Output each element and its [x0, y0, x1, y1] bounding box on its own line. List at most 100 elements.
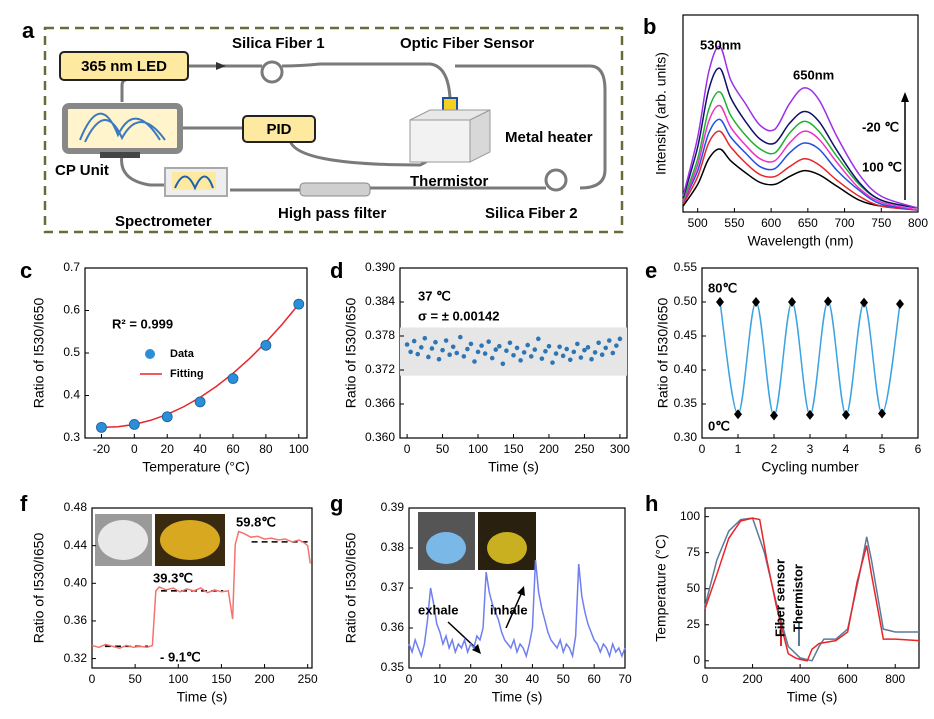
marker	[603, 345, 609, 351]
marker	[422, 335, 428, 341]
marker	[610, 350, 616, 356]
x-tick-label: 30	[495, 672, 509, 686]
marker	[518, 358, 523, 363]
annotation: 100 ℃	[862, 159, 902, 174]
y-tick-label: 0.36	[381, 620, 405, 634]
x-tick-label: 150	[503, 442, 523, 456]
band	[400, 327, 627, 376]
marker	[734, 409, 742, 420]
x-tick-label: 550	[724, 216, 744, 230]
marker	[429, 346, 435, 351]
panel-a: a 365 nm LED Silica Fiber 1 Optic Fiber …	[22, 18, 624, 234]
x-tick-label: 50	[436, 442, 450, 456]
marker	[599, 352, 605, 358]
marker	[564, 346, 570, 352]
y-tick-label: 0.38	[381, 540, 405, 554]
x-tick-label: 300	[610, 442, 630, 456]
y-tick-label: 0.3	[63, 430, 80, 444]
x-tick-label: 1	[735, 442, 742, 456]
stand	[100, 152, 140, 158]
annotation: - 9.1℃	[160, 649, 201, 664]
y-axis-label: Ratio of I530/I650	[31, 533, 47, 644]
y-tick-label: 0.55	[674, 260, 698, 274]
decor	[95, 92, 909, 654]
x-tick-label: 20	[464, 672, 478, 686]
legend-label: Fitting	[170, 368, 204, 380]
x-tick-label: 10	[433, 672, 447, 686]
panel-letter: f	[20, 491, 28, 516]
series-line	[704, 517, 920, 662]
chart: 500 550 600 650 700 750 800 Wavelength (nm) Inte…	[643, 14, 928, 249]
series-line	[704, 517, 919, 662]
x-tick-label: 100	[168, 672, 188, 686]
y-tick-label: 0.35	[674, 396, 698, 410]
marker	[194, 396, 206, 408]
label: Optic Fiber Sensor	[400, 35, 534, 52]
annotation: 80℃	[708, 280, 737, 295]
marker	[560, 353, 566, 359]
marker	[896, 299, 904, 310]
x-tick-label: 200	[743, 672, 763, 686]
panel-letter: a	[22, 18, 35, 43]
y-tick-label: 0.48	[64, 500, 88, 514]
x-tick-label: 250	[298, 672, 318, 686]
marker	[96, 421, 107, 433]
y-tick-label: 0.6	[63, 303, 80, 317]
x-tick-label: 4	[843, 442, 850, 456]
x-tick-label: 40	[526, 672, 540, 686]
chart: 0 10 20 30 40 50 60 70 0.35 0.36 0.37 0.38 0.39 Time …	[330, 491, 632, 705]
series-line	[682, 45, 919, 209]
chart: -20 0 20 40 60 80 100 0.3 0.4 0.5 0.6 0.7 Temperatur…	[20, 258, 309, 475]
marker	[788, 297, 796, 307]
x-tick-label: 40	[193, 442, 207, 456]
x-tick-label: 200	[539, 442, 559, 456]
panel-letter: e	[645, 258, 657, 283]
x-axis-label: Time (s)	[488, 459, 539, 475]
frame	[43, 26, 624, 234]
annotation: 650nm	[793, 67, 834, 82]
marker	[582, 347, 587, 353]
annotation: 0℃	[708, 418, 730, 433]
plot-frame	[682, 14, 919, 213]
marker	[486, 339, 491, 344]
arrow	[216, 62, 226, 70]
marker	[752, 297, 760, 307]
x-tick-label: 60	[587, 672, 601, 686]
x-axis-label: Cycling number	[761, 459, 859, 475]
label: Silica Fiber 2	[485, 205, 578, 222]
label: CP Unit	[55, 162, 109, 179]
y-axis-label: Intensity (arb. units)	[653, 52, 669, 175]
marker	[443, 338, 449, 343]
y-tick-label: 75	[687, 545, 701, 559]
x-tick-label: 650	[798, 216, 818, 230]
chart: 0 200 400 600 800 0 25 50 75 100 Time (s) Temperatu…	[645, 491, 920, 705]
y-tick-label: 0.35	[381, 660, 405, 674]
marker	[716, 297, 724, 307]
x-tick-label: 600	[761, 216, 781, 230]
marker	[878, 408, 886, 419]
x-tick-label: 0	[131, 442, 138, 456]
annotation: σ = ± 0.00142	[418, 308, 499, 323]
legend-marker	[145, 349, 155, 359]
x-tick-label: 0	[699, 442, 706, 456]
label: 365 nm LED	[81, 58, 167, 75]
chart: 0 50 100 150 200 250 300 0.360 0.366 0.372 0.378 0.…	[330, 258, 630, 475]
x-tick-label: 250	[574, 442, 594, 456]
marker	[550, 360, 555, 365]
marker	[536, 336, 541, 342]
marker	[468, 341, 474, 347]
label: Metal heater	[505, 129, 593, 146]
y-tick-label: 0.45	[674, 328, 698, 342]
photo-dish	[98, 520, 148, 560]
marker	[465, 346, 470, 352]
y-tick-label: 50	[687, 581, 701, 595]
marker	[472, 359, 477, 364]
plot-frame	[84, 267, 308, 439]
marker	[227, 373, 239, 384]
x-tick-label: 800	[908, 216, 928, 230]
y-tick-label: 0.30	[674, 430, 698, 444]
marker	[860, 297, 868, 308]
series-line	[91, 530, 312, 650]
y-tick-label: 0.40	[64, 575, 88, 589]
filter	[299, 182, 371, 197]
